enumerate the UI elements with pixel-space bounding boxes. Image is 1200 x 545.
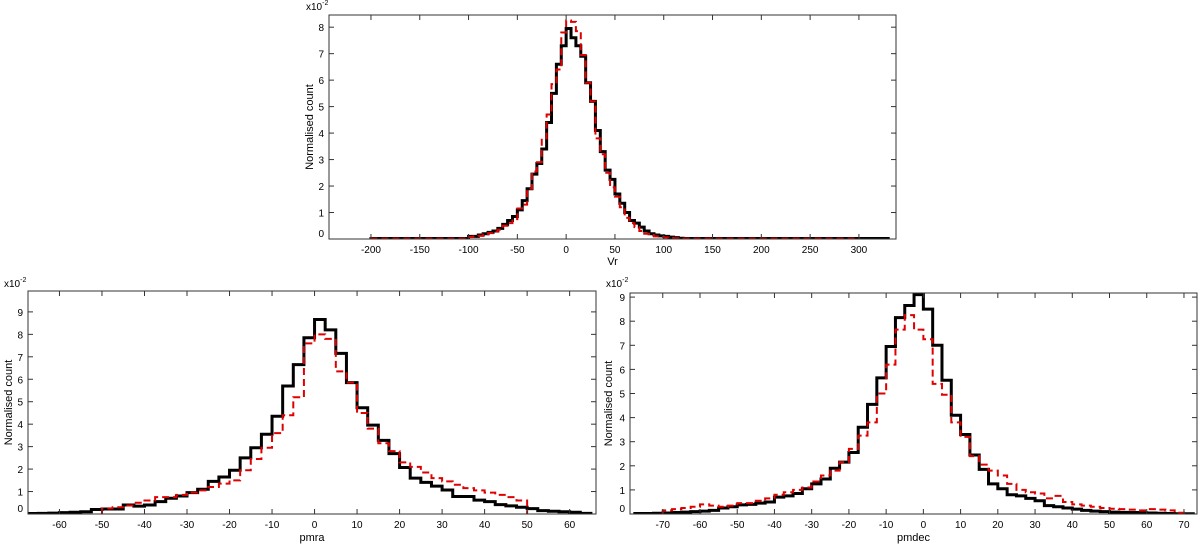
y-tick-label: 0 xyxy=(318,229,324,240)
x-tick-label: 30 xyxy=(437,520,449,531)
x-tick-label: 50 xyxy=(1104,520,1116,531)
x-tick-label: 0 xyxy=(563,245,569,256)
x-tick-label: -200 xyxy=(361,245,381,256)
y-tick-label: 8 xyxy=(619,317,625,328)
x-tick-label: -10 xyxy=(879,520,894,531)
x-tick-label: 70 xyxy=(1178,520,1190,531)
x-axis-label: pmdec xyxy=(897,532,931,544)
y-tick-label: 2 xyxy=(619,462,625,473)
vr-series-black-solid xyxy=(369,27,890,239)
x-tick-label: 60 xyxy=(1141,520,1153,531)
pmra-series-black-solid xyxy=(28,318,593,514)
y-tick-label: 6 xyxy=(318,76,324,87)
x-tick-label: 0 xyxy=(921,520,927,531)
y-tick-label: 6 xyxy=(619,365,625,376)
y-tick-label: 4 xyxy=(619,414,625,425)
y-tick-label: 4 xyxy=(318,129,324,140)
x-tick-label: -30 xyxy=(180,520,195,531)
y-tick-label: 3 xyxy=(619,438,625,449)
x-tick-label: -70 xyxy=(656,520,671,531)
vr-series-red-dashed xyxy=(369,19,860,239)
x-tick-label: 60 xyxy=(564,520,576,531)
x-tick-label: 10 xyxy=(955,520,967,531)
y-tick-label: 1 xyxy=(17,488,23,499)
pmdec-panel: -70 -60 -50 -40 -30 -20 -10 0 10 20 30 40 50 60 70 0 1 2 3… xyxy=(603,277,1198,544)
y-tick-label: 9 xyxy=(619,293,625,304)
y-scale-exponent: -2 xyxy=(322,0,328,7)
y-tick-label: 7 xyxy=(318,50,324,61)
x-tick-label: -40 xyxy=(767,520,782,531)
x-tick-label: 40 xyxy=(479,520,491,531)
x-tick-label: 200 xyxy=(753,245,770,256)
y-tick-label: 4 xyxy=(17,420,23,431)
y-tick-label: 8 xyxy=(17,330,23,341)
y-tick-label: 3 xyxy=(318,156,324,167)
y-scale-exponent: -2 xyxy=(622,277,628,284)
pmra-panel: -60 -50 -40 -30 -20 -10 0 10 20 30 40 50 60 0 1 2 3 4 5 6 7 8… xyxy=(3,277,597,544)
x-tick-label: -100 xyxy=(459,245,479,256)
x-tick-label: 250 xyxy=(802,245,819,256)
y-tick-label: 1 xyxy=(318,209,324,220)
x-tick-label: 30 xyxy=(1029,520,1041,531)
pmra-series-red-dashed xyxy=(100,333,529,514)
x-axis-label: Vr xyxy=(607,256,618,268)
y-tick-label: 0 xyxy=(619,504,625,515)
y-tick-label: 7 xyxy=(619,341,625,352)
y-tick-label: 1 xyxy=(619,486,625,497)
x-tick-label: -10 xyxy=(265,520,280,531)
x-tick-label: 0 xyxy=(312,520,318,531)
x-tick-label: -150 xyxy=(410,245,430,256)
x-tick-label: -20 xyxy=(842,520,857,531)
x-tick-label: 50 xyxy=(609,245,621,256)
y-tick-label: 2 xyxy=(318,182,324,193)
x-tick-label: 20 xyxy=(992,520,1004,531)
pmra-axes-box xyxy=(27,290,597,515)
x-tick-label: -30 xyxy=(804,520,819,531)
vr-axes-box xyxy=(328,14,897,240)
vr-panel: -200 -150 -100 -50 0 50 100 150 200 250 300 0 1 2 3 4 5 6… xyxy=(304,0,897,268)
y-scale-exponent: -2 xyxy=(20,277,26,284)
y-axis-label: Normalised count xyxy=(3,360,15,446)
x-tick-label: 50 xyxy=(522,520,534,531)
y-tick-label: 6 xyxy=(17,375,23,386)
pmdec-axes-box xyxy=(629,292,1198,515)
y-axis-label: Normalised count xyxy=(304,84,316,170)
x-tick-label: -20 xyxy=(222,520,237,531)
y-tick-label: 2 xyxy=(17,465,23,476)
y-scale-exponent-label: x10-2 xyxy=(606,277,628,290)
x-tick-label: -60 xyxy=(52,520,67,531)
y-tick-label: 3 xyxy=(17,443,23,454)
x-tick-label: 150 xyxy=(704,245,721,256)
x-tick-label: 100 xyxy=(655,245,672,256)
x-tick-label: -60 xyxy=(693,520,708,531)
y-axis-label: Normalised count xyxy=(603,361,615,447)
x-tick-label: -50 xyxy=(730,520,745,531)
x-tick-label: 20 xyxy=(394,520,406,531)
x-tick-label: 300 xyxy=(851,245,868,256)
y-tick-label: 7 xyxy=(17,353,23,364)
x-axis-label: pmra xyxy=(299,532,325,544)
y-scale-exponent-label: x10-2 xyxy=(4,277,26,290)
y-scale-exponent-label: x10-2 xyxy=(306,0,328,13)
y-tick-label: 5 xyxy=(318,103,324,114)
x-tick-label: -50 xyxy=(95,520,110,531)
y-tick-label: 9 xyxy=(17,308,23,319)
x-tick-label: 40 xyxy=(1067,520,1079,531)
y-tick-label: 5 xyxy=(17,398,23,409)
y-tick-label: 5 xyxy=(619,389,625,400)
y-tick-label: 0 xyxy=(17,504,23,515)
x-tick-label: 10 xyxy=(352,520,364,531)
pmdec-series-red-dashed xyxy=(661,314,1185,514)
x-tick-label: -50 xyxy=(510,245,525,256)
y-tick-label: 8 xyxy=(318,23,324,34)
x-tick-label: -40 xyxy=(137,520,152,531)
